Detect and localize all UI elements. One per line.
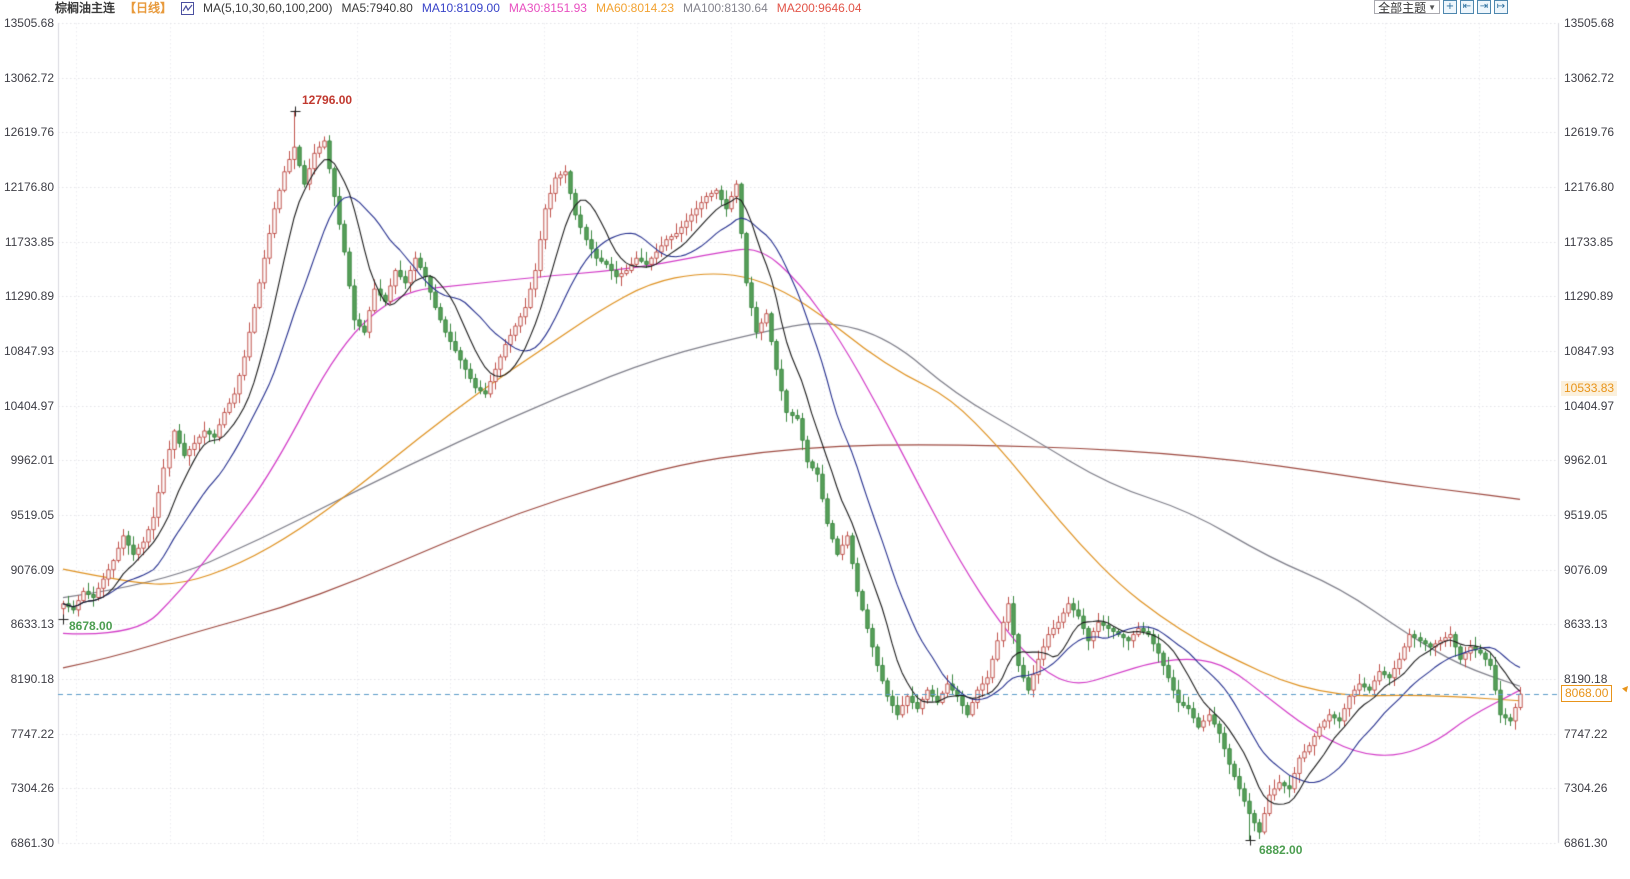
ma30-readout: MA30:8151.93 bbox=[508, 1, 587, 15]
theme-dropdown-label: 全部主题 bbox=[1378, 0, 1427, 15]
chevron-down-icon: ▼ bbox=[1428, 2, 1436, 12]
crosshair-icon[interactable]: + bbox=[1443, 0, 1457, 14]
instrument-name[interactable]: 棕榈油主连 bbox=[55, 1, 116, 15]
ma5-readout: MA5:7940.80 bbox=[341, 1, 413, 15]
fit-right-icon[interactable]: ⇥ bbox=[1477, 0, 1491, 14]
chart-toolbar: 全部主题 ▼ + ⇤ ⇥ ↦ bbox=[1374, 0, 1508, 15]
instrument-info: 棕榈油主连 【日线】 MA(5,10,30,60,100,200) MA5:79… bbox=[55, 1, 862, 15]
theme-dropdown-button[interactable]: 全部主题 ▼ bbox=[1374, 0, 1440, 15]
goto-latest-icon[interactable]: ↦ bbox=[1494, 0, 1508, 14]
fit-left-icon[interactable]: ⇤ bbox=[1460, 0, 1474, 14]
indicator-icon[interactable] bbox=[181, 1, 195, 15]
timeframe-label[interactable]: 【日线】 bbox=[124, 1, 173, 15]
chart-header: 棕榈油主连 【日线】 MA(5,10,30,60,100,200) MA5:79… bbox=[0, 0, 1630, 18]
ma60-readout: MA60:8014.23 bbox=[595, 1, 675, 15]
ma200-readout: MA200:9646.04 bbox=[776, 1, 862, 15]
ma-summary-label: MA(5,10,30,60,100,200) bbox=[203, 1, 333, 15]
ma10-readout: MA10:8109.00 bbox=[421, 1, 500, 15]
ma100-readout: MA100:8130.64 bbox=[683, 1, 768, 15]
